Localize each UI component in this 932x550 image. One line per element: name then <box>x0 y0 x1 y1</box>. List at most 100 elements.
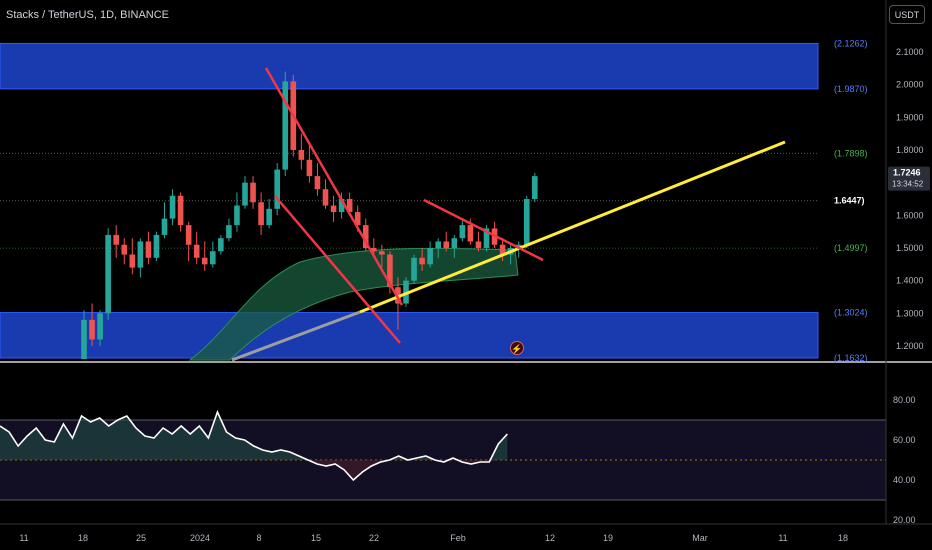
candle-body <box>379 251 385 255</box>
candle-body <box>354 212 361 226</box>
wedge-lower-line <box>274 195 401 344</box>
currency-button[interactable]: USDT <box>889 5 925 24</box>
price-tick: 1.8000 <box>896 145 924 155</box>
candle-body <box>201 257 208 265</box>
candle-body <box>435 241 441 248</box>
candle-body <box>218 238 224 252</box>
time-tick: 15 <box>311 533 321 543</box>
drawings <box>231 67 786 362</box>
price-tick: 1.4000 <box>896 276 924 286</box>
candle-body <box>387 254 393 288</box>
time-tick: 12 <box>545 533 555 543</box>
time-tick: 18 <box>78 533 88 543</box>
level-label: (1.9870) <box>834 84 868 94</box>
candle-body <box>411 257 417 281</box>
supply-demand-zones <box>0 42 819 359</box>
price-tick: 2.1000 <box>896 47 924 57</box>
last-price-label: 1.7246 <box>893 168 921 178</box>
time-tick: 11 <box>19 533 28 543</box>
candle-body <box>419 257 425 265</box>
level-label: (1.3024) <box>834 308 868 318</box>
price-tick: 1.3000 <box>896 308 924 318</box>
candle-body <box>234 205 240 226</box>
candle-body <box>250 182 256 203</box>
level-label: (1.7898) <box>834 148 868 158</box>
candle-body <box>113 234 119 245</box>
time-tick: 19 <box>603 533 613 543</box>
candle-body <box>105 234 111 314</box>
upper-zone <box>0 42 819 90</box>
candle-body <box>177 195 184 226</box>
candle-body <box>306 159 313 177</box>
candle-body <box>322 189 329 206</box>
candle-body <box>467 225 474 242</box>
candles <box>81 71 538 360</box>
candle-body <box>443 241 450 248</box>
candle-body <box>314 176 321 190</box>
price-tick: 1.9000 <box>896 112 924 122</box>
trendline-yellow <box>359 140 786 314</box>
candle-body <box>137 241 144 268</box>
price-tick: 1.2000 <box>896 341 924 351</box>
candle-body <box>210 251 216 265</box>
time-tick: 8 <box>256 533 261 543</box>
candle-body <box>532 176 538 199</box>
rsi-tick: 40.00 <box>893 475 916 485</box>
candle-body <box>459 225 466 239</box>
candle-body <box>153 234 160 258</box>
candle-body <box>483 228 490 248</box>
time-tick: 2024 <box>190 533 210 543</box>
trendline-grey <box>231 310 361 362</box>
rsi-tick: 80.00 <box>893 395 916 405</box>
level-label: 1.6447) <box>834 196 865 206</box>
lower-zone <box>0 312 819 359</box>
rsi-tick: 20.00 <box>893 515 916 525</box>
rsi-panel <box>0 409 886 501</box>
time-tick: Feb <box>450 533 466 543</box>
candle-body <box>242 182 248 206</box>
wedge-upper-line <box>264 67 404 306</box>
candle-body <box>169 195 176 219</box>
candle-body <box>97 313 103 340</box>
level-label: (1.4997) <box>834 243 868 253</box>
time-tick: 25 <box>136 533 146 543</box>
rsi-overbought-fill <box>0 412 508 460</box>
candle-body <box>362 225 369 248</box>
candle-body <box>330 205 337 213</box>
candle-body <box>346 199 353 213</box>
candle-body <box>121 244 128 255</box>
candle-body <box>226 225 232 239</box>
candle-body <box>451 238 458 248</box>
candle-body <box>129 254 136 268</box>
candle-body <box>193 244 200 258</box>
level-label: (2.1262) <box>834 38 868 48</box>
time-tick: 11 <box>778 533 787 543</box>
time-tick: 18 <box>838 533 848 543</box>
candle-body <box>258 202 264 226</box>
price-tick: 1.5000 <box>896 243 924 253</box>
candle-body <box>145 241 152 258</box>
candle-body <box>338 199 345 213</box>
level-label: (1.1632) <box>834 353 868 363</box>
candle-body <box>274 169 280 209</box>
candle-body <box>89 319 95 340</box>
candle-body <box>161 218 168 235</box>
candle-body <box>523 199 530 245</box>
price-tick: 1.6000 <box>896 210 924 220</box>
countdown-label: 13:34:52 <box>892 180 924 189</box>
level-lines <box>0 152 818 249</box>
breakout-line <box>423 198 544 262</box>
rsi-line <box>0 409 508 482</box>
candle-body <box>499 244 506 255</box>
symbol-title[interactable]: Stacks / TetherUS, 1D, BINANCE <box>6 9 170 21</box>
candle-body <box>81 319 87 360</box>
candle-body <box>282 81 289 170</box>
price-tick: 2.0000 <box>896 80 924 90</box>
lightning-icon[interactable]: ⚡ <box>510 341 524 355</box>
candle-body <box>298 150 305 160</box>
last-price-tag <box>888 166 930 191</box>
time-tick: Mar <box>692 533 708 543</box>
